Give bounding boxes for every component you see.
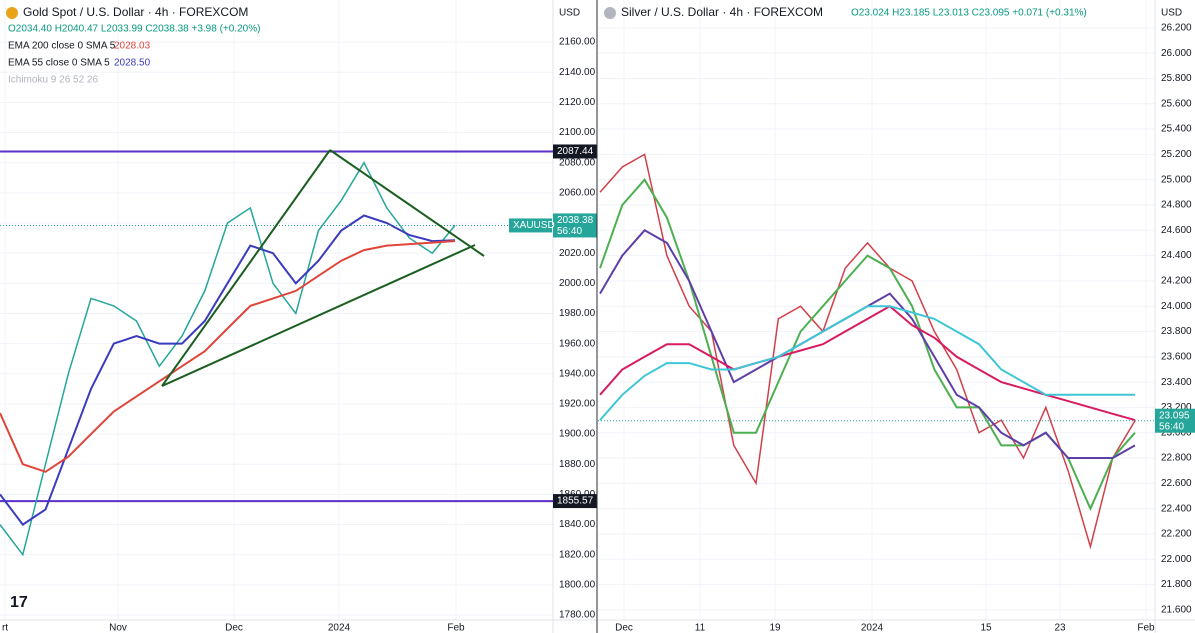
y-tick-label: 1820.00 <box>559 549 596 560</box>
chart-title: Silver / U.S. Dollar · 4h · FOREXCOM <box>621 5 823 19</box>
y-tick-label: 1800.00 <box>559 580 596 591</box>
price-tag <box>1155 408 1195 433</box>
y-tick-label: 2140.00 <box>559 67 596 78</box>
y-tick-label: 2060.00 <box>559 187 596 198</box>
x-tick-label: rt <box>2 623 8 633</box>
y-tick-label: 22.200 <box>1161 529 1192 540</box>
price-line <box>0 161 456 557</box>
y-tick-label: 24.600 <box>1161 225 1192 236</box>
y-tick-label: 2000.00 <box>559 278 596 289</box>
y-tick-label: 1880.00 <box>559 459 596 470</box>
y-tick-label: 23.600 <box>1161 351 1192 362</box>
level-tag <box>553 144 597 159</box>
y-tick-label: 2020.00 <box>559 248 596 259</box>
ohlc-values: O23.024 H23.185 L23.013 C23.095 +0.071 (… <box>851 8 1087 19</box>
level-tag-label: 2087.44 <box>557 146 594 157</box>
y-tick-label: 1900.00 <box>559 429 596 440</box>
price-tag-price: 23.095 <box>1159 410 1190 421</box>
trendline <box>161 149 331 387</box>
y-tick-label: 2160.00 <box>559 37 596 48</box>
y-tick-label: 23.000 <box>1161 427 1192 438</box>
price-line <box>599 153 1136 550</box>
x-tick-label: Feb <box>447 623 465 633</box>
y-tick-label: 23.400 <box>1161 377 1192 388</box>
symbol-icon <box>6 7 18 19</box>
y-tick-label: 25.200 <box>1161 149 1192 160</box>
gold-chart: 1780.001800.001820.001840.001860.001880.… <box>0 0 597 633</box>
y-tick-label: 25.400 <box>1161 124 1192 135</box>
y-tick-label: 1840.00 <box>559 519 596 530</box>
y-tick-label: 24.400 <box>1161 250 1192 261</box>
y-tick-label: 2080.00 <box>559 157 596 168</box>
price-line <box>0 214 456 526</box>
y-tick-label: 1940.00 <box>559 368 596 379</box>
y-tick-label: 23.800 <box>1161 326 1192 337</box>
silver-chart: 21.600 21.800 22.000 22.200 22.400 22.600 22.8… <box>598 0 1195 633</box>
trendline <box>329 149 485 257</box>
x-tick-label: Nov <box>109 623 127 633</box>
y-tick-label: 1960.00 <box>559 338 596 349</box>
indicator-label: Ichimoku 9 26 52 26 <box>8 75 98 86</box>
x-tick-label: 2024 <box>861 623 884 633</box>
price-line <box>599 305 1135 421</box>
y-tick-label: 1920.00 <box>559 399 596 410</box>
price-tag-countdown: 56:40 <box>557 226 582 237</box>
y-tick-label: 26.200 <box>1161 22 1192 33</box>
y-tick-label: 22.800 <box>1161 453 1192 464</box>
y-tick-label: 21.800 <box>1161 579 1192 590</box>
y-tick-label: 24.000 <box>1161 301 1192 312</box>
price-tag <box>553 213 597 238</box>
indicator-label: EMA 55 close 0 SMA 5 <box>8 58 110 69</box>
symbol-tag <box>509 218 552 233</box>
y-tick-label: 22.600 <box>1161 478 1192 489</box>
y-tick-label: 25.600 <box>1161 98 1192 109</box>
tv-logo: 17 <box>10 594 28 611</box>
x-tick-label: Dec <box>615 623 633 633</box>
y-tick-label: 24.800 <box>1161 200 1192 211</box>
x-tick-label: 11 <box>695 623 706 633</box>
currency-label: USD <box>1161 8 1182 19</box>
trendline <box>161 244 476 387</box>
x-tick-label: 23 <box>1054 623 1066 633</box>
symbol-icon <box>604 7 616 19</box>
x-tick-label: 19 <box>769 623 781 633</box>
y-tick-label: 21.600 <box>1161 605 1192 616</box>
indicator-label: EMA 200 close 0 SMA 5 <box>8 41 116 52</box>
y-tick-label: 25.800 <box>1161 73 1192 84</box>
y-tick-label: 22.000 <box>1161 554 1192 565</box>
y-tick-label: 1780.00 <box>559 610 596 621</box>
y-tick-label: 24.200 <box>1161 276 1192 287</box>
level-tag <box>553 494 597 509</box>
y-tick-label: 2100.00 <box>559 127 596 138</box>
chart-title: Gold Spot / U.S. Dollar · 4h · FOREXCOM <box>23 5 248 19</box>
y-tick-label: 25.000 <box>1161 174 1192 185</box>
x-tick-label: 15 <box>980 623 992 633</box>
price-line <box>0 240 456 473</box>
price-tag-price: 2038.38 <box>557 215 594 226</box>
x-tick-label: 2024 <box>328 623 351 633</box>
y-tick-label: 2120.00 <box>559 97 596 108</box>
x-tick-label: Dec <box>225 623 243 633</box>
level-tag-label: 1855.57 <box>557 496 594 507</box>
indicator-value: 2028.03 <box>114 41 151 52</box>
ohlc-values: O2034.40 H2040.47 L2033.99 C2038.38 +3.9… <box>8 24 260 35</box>
indicator-value: 2028.50 <box>114 58 151 69</box>
y-tick-label: 22.400 <box>1161 503 1192 514</box>
y-tick-label: 26.000 <box>1161 48 1192 59</box>
x-tick-label: Feb <box>1137 623 1155 633</box>
symbol-tag-label: XAUUSD <box>513 220 555 231</box>
y-tick-label: 1980.00 <box>559 308 596 319</box>
price-tag-countdown: 56:40 <box>1159 421 1184 432</box>
currency-label: USD <box>559 8 580 19</box>
y-tick-label: 23.200 <box>1161 402 1192 413</box>
